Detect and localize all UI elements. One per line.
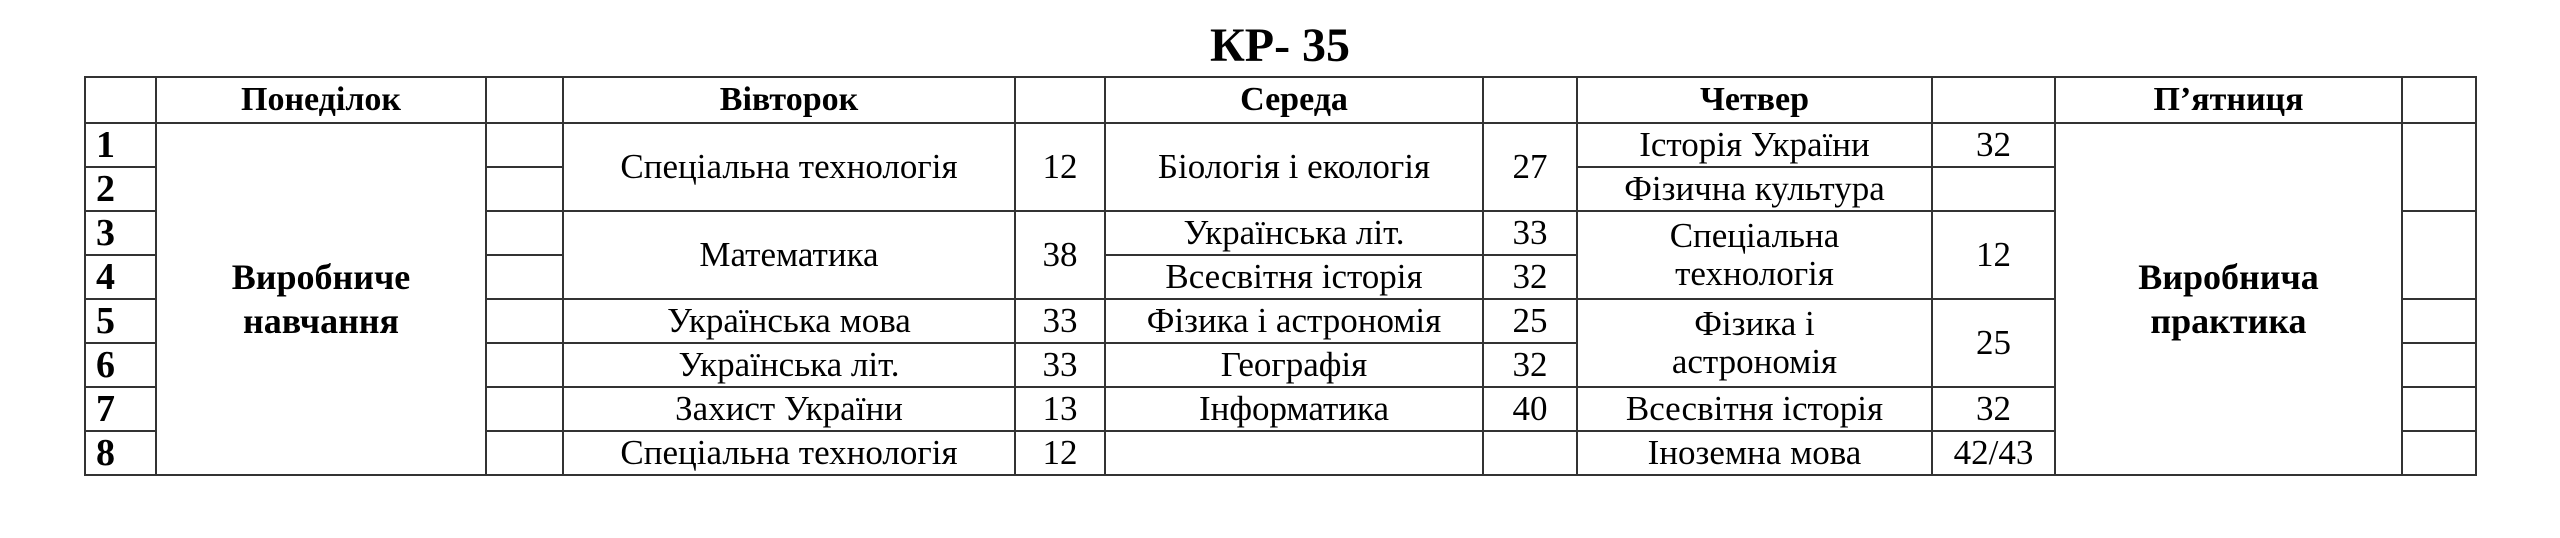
page-title: КР- 35: [1209, 19, 1351, 72]
subject-cell: Фізика і астрономія: [1104, 298, 1484, 344]
subject-cell: Історія України: [1576, 122, 1933, 168]
lesson-number: 5: [84, 298, 157, 344]
subject-cell: Спеціальна технологія: [562, 122, 1016, 212]
header-row: Понеділок Вівторок Середа Четвер П’ятниц…: [84, 76, 2477, 124]
lesson-number: 4: [84, 254, 157, 300]
lesson-number: 3: [84, 210, 157, 256]
room-cell: 42/43: [1931, 430, 2056, 476]
empty-cell: [1014, 76, 1106, 124]
room-cell: 32: [1482, 342, 1578, 388]
empty-cell: [1482, 76, 1578, 124]
subject-cell: Фізика і астрономія: [1576, 298, 1933, 388]
subject-cell: Спеціальна технологія: [1576, 210, 1933, 300]
subject-cell: Українська мова: [562, 298, 1016, 344]
subject-cell: Всесвітня історія: [1576, 386, 1933, 432]
room-cell: 12: [1014, 430, 1106, 476]
empty-cell: [485, 210, 564, 256]
empty-cell: [1931, 76, 2056, 124]
room-cell: [1931, 166, 2056, 212]
day-header-friday: П’ятниця: [2054, 76, 2403, 124]
room-cell: 32: [1931, 122, 2056, 168]
lesson-number: 1: [84, 122, 157, 168]
room-cell: 25: [1482, 298, 1578, 344]
subject-cell: Географія: [1104, 342, 1484, 388]
empty-cell: [2401, 430, 2477, 476]
empty-cell: [2401, 342, 2477, 388]
empty-cell: [2401, 210, 2477, 300]
empty-cell: [485, 166, 564, 212]
table-row: 1 Виробниче навчання Спеціальна технологі…: [84, 122, 2477, 476]
lesson-number: 6: [84, 342, 157, 388]
room-cell: 32: [1931, 386, 2056, 432]
table-row: 2 Фізична культура: [84, 166, 2476, 212]
subject-cell: Іноземна мова: [1576, 430, 1933, 476]
day-header-thursday: Четвер: [1576, 76, 1933, 124]
empty-cell: [485, 386, 564, 432]
day-header-tuesday: Вівторок: [562, 76, 1016, 124]
day-header-monday: Понеділок: [155, 76, 487, 124]
table-row: 6 Українська літ. 33 Географія 32: [84, 342, 2477, 388]
empty-cell: [485, 298, 564, 344]
subject-cell: Українська літ.: [562, 342, 1016, 388]
empty-cell: [2401, 122, 2477, 212]
lesson-number: 8: [84, 430, 157, 476]
room-cell: 12: [1014, 122, 1106, 212]
room-cell: 33: [1482, 210, 1578, 256]
room-cell: 38: [1014, 210, 1106, 300]
subject-cell: Спеціальна технологія: [562, 430, 1016, 476]
empty-cell: [485, 122, 564, 168]
empty-cell: [485, 254, 564, 300]
subject-cell: Математика: [562, 210, 1016, 300]
table-row: 4 Всесвітня історія 32: [84, 254, 2476, 300]
table-row: 7 Захист України 13 Інформатика 40 Всесв…: [84, 386, 2477, 432]
empty-cell: [2401, 76, 2477, 124]
timetable: Понеділок Вівторок Середа Четвер П’ятниц…: [84, 76, 2477, 476]
subject-cell: Біологія і екологія: [1104, 122, 1484, 212]
room-cell: 12: [1931, 210, 2056, 300]
empty-cell: [485, 430, 564, 476]
room-cell: 32: [1482, 254, 1578, 300]
room-cell: 33: [1014, 298, 1106, 344]
table-row: 3 Математика 38 Українська літ. 33 Спеці…: [84, 210, 2477, 300]
empty-cell: [84, 76, 157, 124]
room-cell: 25: [1931, 298, 2056, 388]
empty-cell: [1104, 430, 1484, 476]
monday-cell: Виробниче навчання: [155, 122, 487, 476]
empty-cell: [485, 76, 564, 124]
subject-cell: Всесвітня історія: [1104, 254, 1484, 300]
table-row: 8 Спеціальна технологія 12 Іноземна мова…: [84, 430, 2477, 476]
room-cell: 33: [1014, 342, 1106, 388]
empty-cell: [485, 342, 564, 388]
subject-cell: Українська літ.: [1104, 210, 1484, 256]
subject-cell: Захист України: [562, 386, 1016, 432]
empty-cell: [1482, 430, 1578, 476]
empty-cell: [2401, 386, 2477, 432]
subject-cell: Інформатика: [1104, 386, 1484, 432]
lesson-number: 7: [84, 386, 157, 432]
lesson-number: 2: [84, 166, 157, 212]
room-cell: 27: [1482, 122, 1578, 212]
empty-cell: [2401, 298, 2477, 344]
subject-cell: Фізична культура: [1576, 166, 1933, 212]
friday-cell: Виробнича практика: [2054, 122, 2403, 476]
day-header-wednesday: Середа: [1104, 76, 1484, 124]
room-cell: 40: [1482, 386, 1578, 432]
room-cell: 13: [1014, 386, 1106, 432]
table-row: 5 Українська мова 33 Фізика і астрономія…: [84, 298, 2477, 388]
